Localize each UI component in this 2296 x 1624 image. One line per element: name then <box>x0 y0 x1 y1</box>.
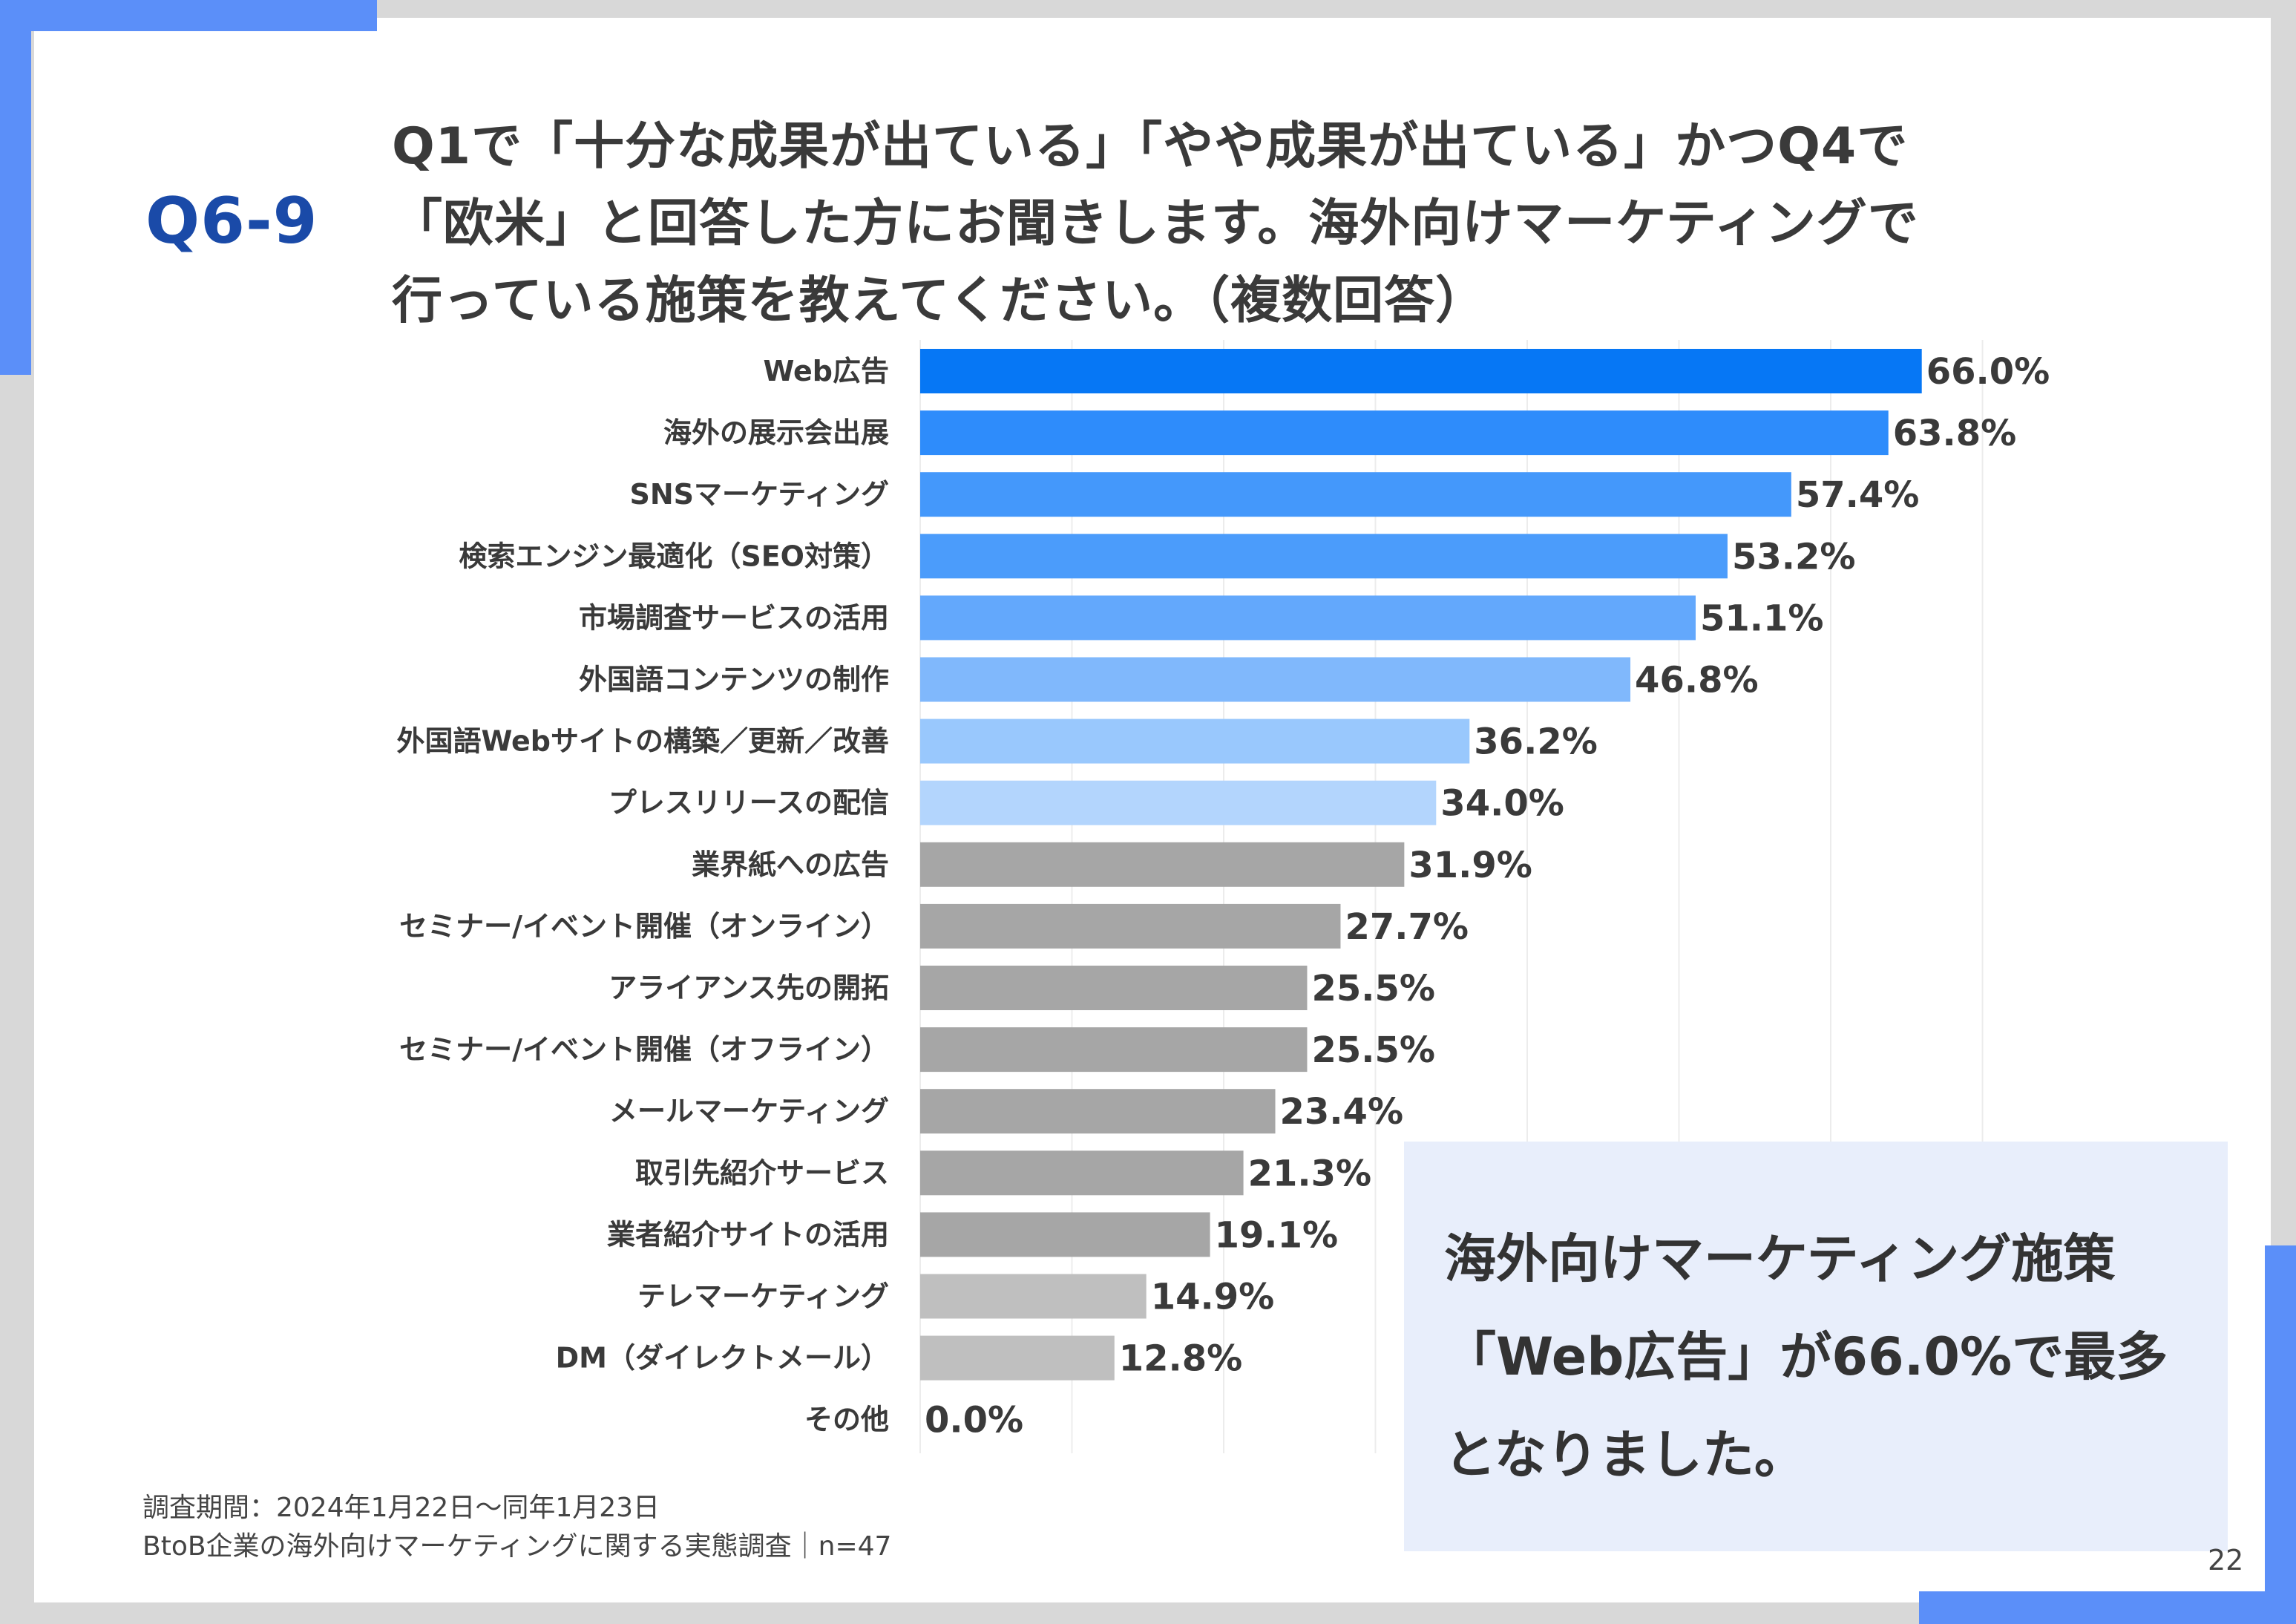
bar <box>920 472 1791 517</box>
value-label: 57.4% <box>1796 474 1920 516</box>
category-label: 外国語コンテンツの制作 <box>579 664 889 696</box>
bar <box>920 1027 1308 1073</box>
value-label: 27.7% <box>1345 906 1469 948</box>
value-label: 25.5% <box>1311 968 1435 1009</box>
category-label: 海外の展示会出展 <box>663 416 889 449</box>
category-label: 外国語Webサイトの構築／更新／改善 <box>396 725 889 758</box>
value-label: 19.1% <box>1215 1214 1339 1256</box>
bar <box>920 780 1437 825</box>
question-line: 行っている施策を教えてください。（複数回答） <box>392 272 1487 330</box>
value-label: 46.8% <box>1635 660 1759 701</box>
value-label: 66.0% <box>1926 351 2050 393</box>
category-label: Web広告 <box>763 355 889 387</box>
value-label: 36.2% <box>1474 721 1598 763</box>
bar <box>920 410 1889 456</box>
summary-text: 海外向けマーケティング施策 「Web広告」が66.0%で最多 となりました。 <box>1444 1228 2168 1485</box>
value-label: 51.1% <box>1700 597 1824 639</box>
accent-bar-left <box>0 0 31 375</box>
chart-value-labels: 66.0% 63.8% 57.4% 53.2% 51.1% 46.8% 36.2% 34.0%… <box>925 351 2050 1441</box>
accent-bar-top-left <box>0 0 377 31</box>
category-label: その他 <box>804 1404 889 1436</box>
category-label: 業者紹介サイトの活用 <box>607 1218 889 1251</box>
accent-bar-right <box>2265 1245 2296 1624</box>
bar <box>920 1274 1147 1319</box>
category-label: プレスリリースの配信 <box>609 787 889 819</box>
value-label: 53.2% <box>1732 536 1856 577</box>
category-label: 検索エンジン最適化（SEO対策） <box>459 540 889 572</box>
category-label: テレマーケティング <box>637 1280 889 1313</box>
value-label: 25.5% <box>1311 1029 1435 1071</box>
value-label: 14.9% <box>1151 1277 1275 1318</box>
category-label: 業界紙への広告 <box>692 848 889 881</box>
category-label: アライアンス先の開拓 <box>609 972 889 1004</box>
category-label: メールマーケティング <box>609 1095 889 1127</box>
bar <box>920 903 1341 949</box>
value-label: 12.8% <box>1119 1338 1243 1380</box>
question-id: Q6-9 <box>145 184 318 258</box>
summary-box: 海外向けマーケティング施策 「Web広告」が66.0%で最多 となりました。 <box>1404 1142 2228 1551</box>
bar <box>920 657 1631 702</box>
question-line: 「欧米」と回答した方にお聞きします。海外向けマーケティングで <box>392 194 1919 253</box>
bar <box>920 966 1308 1010</box>
footnote: 調査期間：2024年1月22日〜同年1月23日 BtoB企業の海外向けマーケティ… <box>142 1489 891 1566</box>
category-label: SNSマーケティング <box>630 478 890 511</box>
category-label: DM（ダイレクトメール） <box>556 1342 889 1375</box>
page-number: 22 <box>2208 1544 2244 1576</box>
category-label: セミナー/イベント開催（オフライン） <box>399 1033 889 1066</box>
bar <box>920 595 1696 641</box>
survey-period: 調査期間：2024年1月22日〜同年1月23日 <box>142 1493 660 1523</box>
bar <box>920 718 1470 764</box>
bar <box>920 1089 1276 1134</box>
accent-bar-bottom-right <box>1919 1591 2296 1624</box>
category-label: 市場調査サービスの活用 <box>579 601 889 634</box>
survey-title: BtoB企業の海外向けマーケティングに関する実態調査｜n=47 <box>142 1531 892 1562</box>
category-label: 取引先紹介サービス <box>635 1156 889 1189</box>
question-line: Q1で「十分な成果が出ている」「やや成果が出ている」かつQ4で <box>392 117 1909 176</box>
bar <box>920 1150 1244 1196</box>
chart-bars <box>920 349 1922 1381</box>
bar <box>920 349 1922 393</box>
value-label: 31.9% <box>1408 845 1532 886</box>
bar <box>920 534 1728 579</box>
value-label: 21.3% <box>1248 1153 1372 1194</box>
value-label: 34.0% <box>1440 783 1564 825</box>
category-label: セミナー/イベント開催（オンライン） <box>399 910 889 943</box>
value-label: 23.4% <box>1280 1091 1404 1133</box>
value-label: 63.8% <box>1893 413 2017 454</box>
bar <box>920 1335 1115 1381</box>
value-label: 0.0% <box>925 1400 1023 1441</box>
question-text: Q1で「十分な成果が出ている」「やや成果が出ている」かつQ4で 「欧米」と回答し… <box>392 108 2099 340</box>
bar <box>920 1212 1210 1257</box>
bar <box>920 842 1405 887</box>
